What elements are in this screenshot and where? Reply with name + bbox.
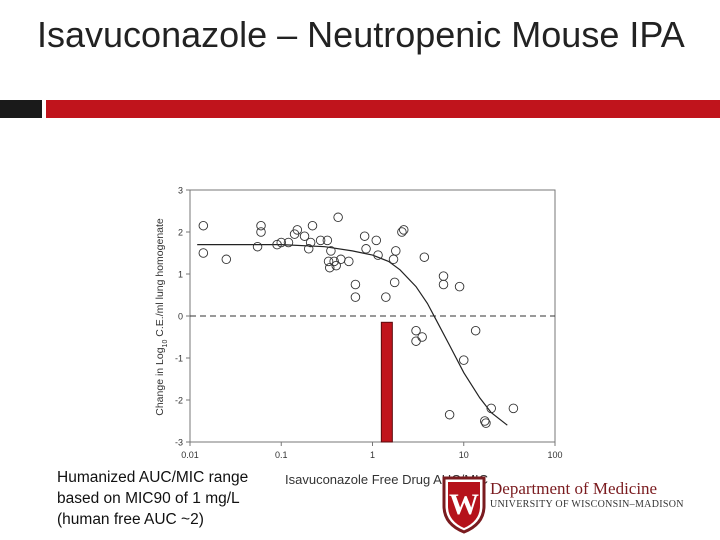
- chart-highlight-layer: [380, 321, 393, 443]
- title-divider-dark: [0, 100, 42, 118]
- data-point: [256, 220, 266, 231]
- y-tick-label: -3: [175, 438, 183, 448]
- data-point: [480, 416, 490, 426]
- data-point: [359, 231, 370, 241]
- y-tick-label: 2: [178, 228, 183, 238]
- y-axis-label: Change in Log10 C.E./ml lung homogenate: [154, 218, 169, 416]
- caption-line-1: Humanized AUC/MIC range: [57, 469, 249, 486]
- data-point: [411, 336, 421, 346]
- y-axis-label-sub: 10: [162, 340, 169, 348]
- uw-crest-icon: W: [442, 476, 486, 534]
- data-point: [324, 262, 335, 273]
- data-point: [397, 227, 407, 237]
- data-point: [417, 332, 427, 342]
- data-point: [329, 256, 339, 267]
- data-point: [481, 418, 491, 428]
- data-point: [198, 248, 209, 258]
- chart-points-layer: [198, 212, 519, 428]
- y-tick-label: -2: [175, 396, 183, 406]
- fit-curve: [197, 244, 508, 426]
- university-name: UNIVERSITY OF WISCONSIN–MADISON: [490, 499, 684, 510]
- y-axis-label-pre: Change in Log: [154, 347, 166, 415]
- data-point: [315, 235, 326, 246]
- data-point: [371, 235, 382, 246]
- data-point: [198, 220, 209, 231]
- humanized-range-bar: [380, 321, 393, 443]
- slide-title: Isavuconazole – Neutropenic Mouse IPA: [37, 14, 685, 55]
- data-point: [307, 220, 318, 231]
- data-point: [256, 227, 266, 237]
- x-axis-label: Isavuconazole Free Drug AUC/MIC: [285, 472, 488, 487]
- data-point: [252, 241, 263, 252]
- data-point: [276, 237, 287, 248]
- data-point: [398, 225, 409, 235]
- data-point: [459, 355, 469, 365]
- data-point: [381, 292, 391, 302]
- x-tick-label: 1: [370, 450, 375, 460]
- y-tick-label: 0: [178, 312, 183, 322]
- data-point: [411, 325, 421, 336]
- title-divider-red: [46, 100, 720, 118]
- data-point: [344, 256, 354, 267]
- caption-line-3: (human free AUC ~2): [57, 511, 204, 528]
- data-point: [508, 403, 519, 414]
- y-tick-label: -1: [175, 354, 183, 364]
- y-tick-label: 3: [178, 186, 183, 196]
- data-point: [303, 244, 314, 254]
- data-point: [305, 237, 316, 248]
- caption: Humanized AUC/MIC range based on MIC90 o…: [57, 467, 248, 530]
- data-point: [361, 244, 371, 254]
- data-point: [299, 231, 310, 241]
- data-point: [389, 277, 400, 288]
- crest-letter: W: [449, 488, 479, 521]
- data-point: [350, 279, 361, 290]
- data-point: [444, 409, 455, 420]
- data-point: [388, 254, 399, 265]
- data-point: [373, 250, 383, 260]
- uw-department-logo: W: [440, 472, 710, 534]
- data-point: [326, 246, 336, 256]
- data-point: [283, 237, 294, 248]
- data-point: [454, 281, 465, 292]
- data-point: [438, 271, 449, 281]
- data-point: [350, 292, 361, 302]
- data-point: [323, 256, 334, 267]
- caption-line-2: based on MIC90 of 1 mg/L: [57, 490, 240, 507]
- data-point: [292, 225, 303, 235]
- x-tick-label: 0.01: [181, 450, 199, 460]
- data-point: [331, 260, 341, 271]
- data-point: [221, 254, 232, 265]
- data-point: [333, 212, 343, 223]
- data-point: [419, 252, 430, 262]
- data-point: [391, 246, 401, 256]
- y-tick-label: 1: [178, 270, 183, 280]
- x-tick-label: 100: [547, 450, 562, 460]
- y-axis-label-post: C.E./ml lung homogenate: [154, 218, 166, 340]
- chart-fit-layer: [197, 244, 508, 426]
- data-point: [322, 235, 333, 246]
- data-point: [486, 403, 496, 414]
- department-name: Department of Medicine: [490, 479, 658, 498]
- x-tick-label: 10: [459, 450, 469, 460]
- data-point: [470, 325, 481, 336]
- x-tick-label: 0.1: [275, 450, 288, 460]
- data-point: [438, 279, 449, 290]
